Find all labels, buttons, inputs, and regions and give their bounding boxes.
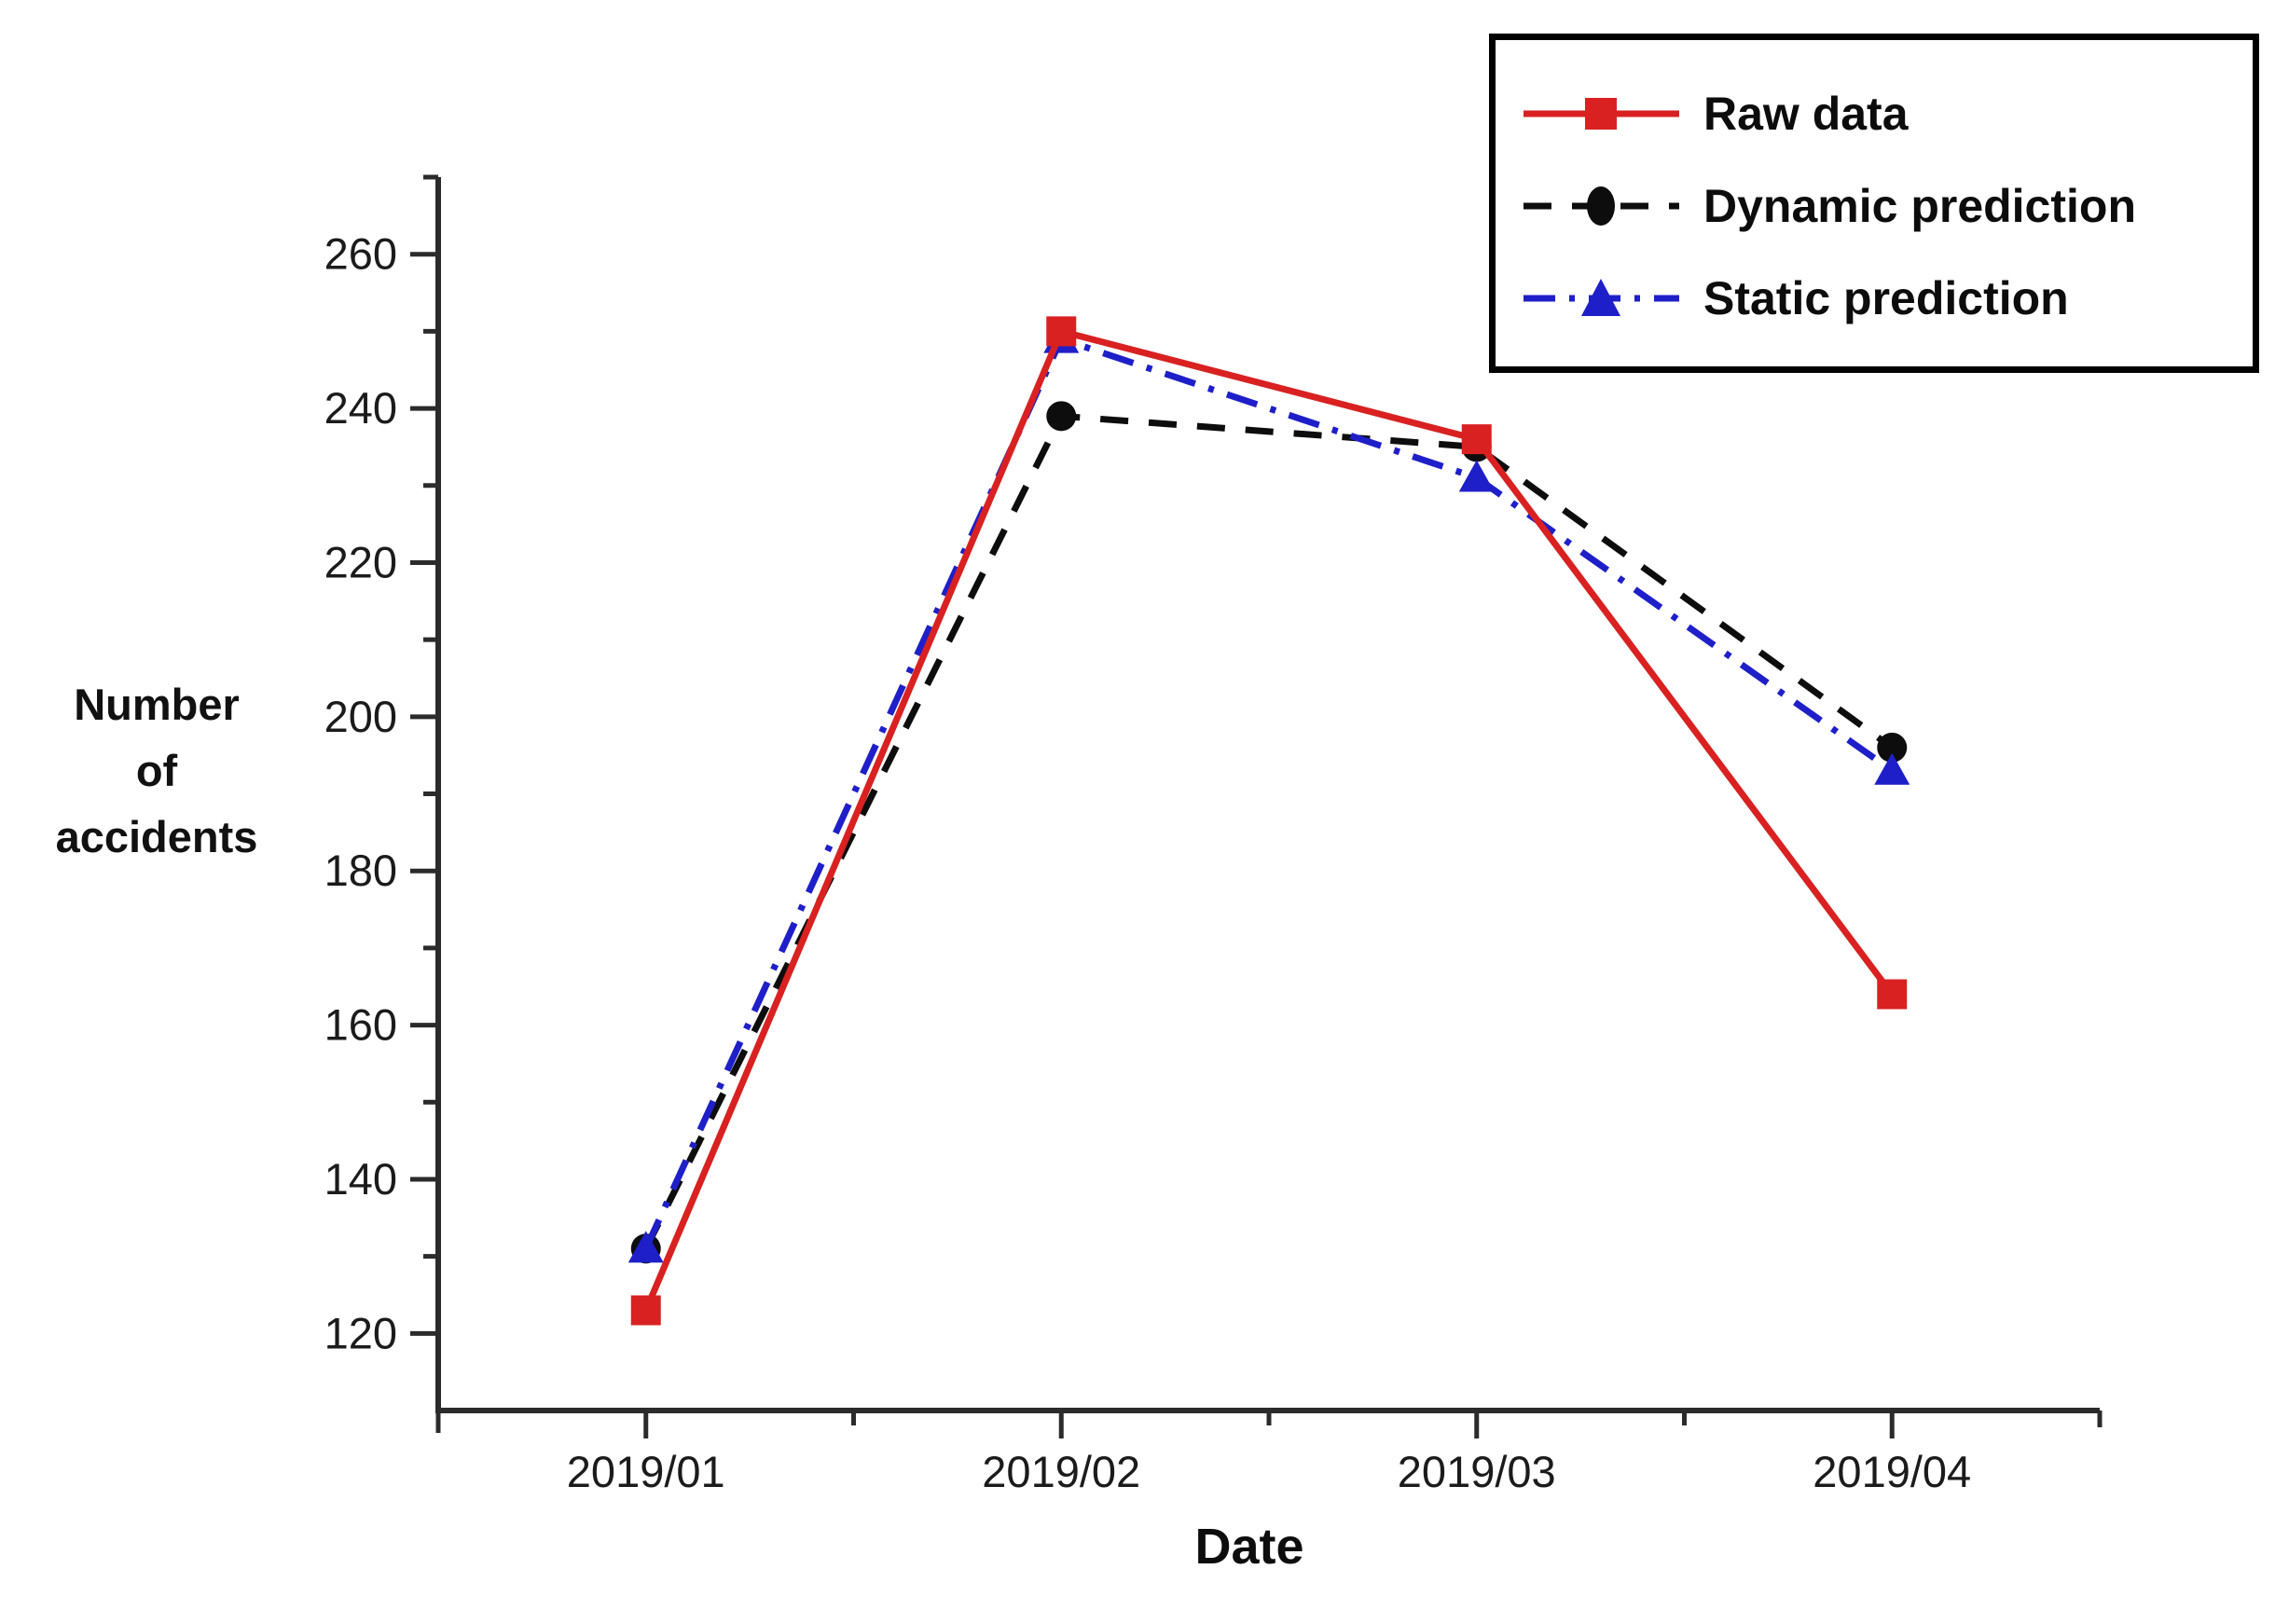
marker-square <box>1461 424 1492 455</box>
x-tick-label: 2019/02 <box>982 1447 1140 1496</box>
y-axis-title-line1: Number <box>74 680 240 729</box>
marker-square <box>1046 316 1077 347</box>
marker-circle <box>1046 401 1077 432</box>
legend-item: Dynamic prediction <box>1520 176 2243 236</box>
x-tick-label: 2019/04 <box>1813 1447 1971 1496</box>
y-axis-title-line2: of <box>135 746 178 795</box>
x-tick-label: 2019/03 <box>1398 1447 1556 1496</box>
marker-circle <box>1877 732 1908 763</box>
marker-square <box>630 1295 661 1326</box>
series-line-dashed <box>642 412 1895 1250</box>
legend-marker-triangle-icon <box>1524 279 1679 316</box>
y-tick-label: 200 <box>324 692 397 741</box>
y-axis-title: Number of accidents <box>21 671 293 870</box>
y-tick-label: 160 <box>324 1000 397 1050</box>
marker-triangle <box>627 1231 664 1263</box>
x-tick-label: 2019/01 <box>567 1447 725 1496</box>
legend-label: Static prediction <box>1703 272 2069 324</box>
y-tick-label: 260 <box>324 229 397 279</box>
marker-square <box>1877 979 1908 1010</box>
y-tick-label: 140 <box>324 1154 397 1204</box>
legend-item: Static prediction <box>1520 268 2243 328</box>
y-tick-label: 180 <box>324 846 397 895</box>
y-tick-label: 240 <box>324 383 397 433</box>
y-axis-title-line3: accidents <box>55 812 258 861</box>
marker-triangle <box>1458 460 1495 492</box>
y-tick-label: 220 <box>324 537 397 586</box>
x-axis-title: Date <box>1194 1519 1304 1575</box>
marker-triangle <box>1874 752 1910 785</box>
legend-item: Raw data <box>1520 84 2243 144</box>
legend-marker-circle-icon <box>1524 186 1679 226</box>
y-tick-label: 120 <box>324 1308 397 1357</box>
legend-marker-square-icon <box>1524 98 1679 130</box>
legend-label: Raw data <box>1703 88 1909 140</box>
legend-label: Dynamic prediction <box>1703 180 2136 232</box>
series-line-solid <box>642 327 1896 1312</box>
series-line-dashdot <box>642 335 1895 1250</box>
legend: Raw data Dynamic prediction Static predict… <box>1489 34 2259 373</box>
